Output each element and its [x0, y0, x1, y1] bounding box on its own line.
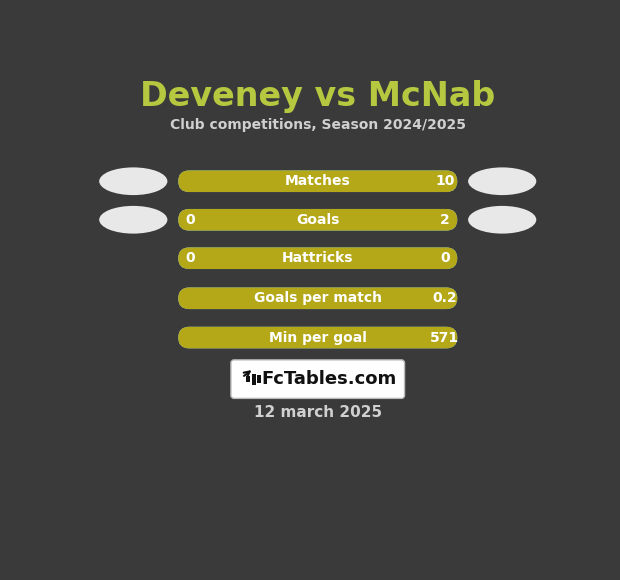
Text: Hattricks: Hattricks	[282, 251, 353, 265]
Text: 0.2: 0.2	[433, 291, 457, 305]
FancyBboxPatch shape	[179, 171, 458, 192]
FancyBboxPatch shape	[179, 248, 458, 269]
FancyBboxPatch shape	[179, 209, 458, 230]
Text: 0: 0	[186, 213, 195, 227]
Text: 12 march 2025: 12 march 2025	[254, 405, 382, 420]
Text: 10: 10	[435, 174, 454, 188]
Bar	[247, 376, 250, 382]
FancyBboxPatch shape	[179, 288, 458, 309]
Bar	[257, 375, 261, 383]
FancyBboxPatch shape	[179, 327, 458, 349]
FancyBboxPatch shape	[231, 360, 404, 398]
Text: Goals: Goals	[296, 213, 339, 227]
FancyBboxPatch shape	[179, 288, 458, 309]
FancyBboxPatch shape	[179, 248, 458, 269]
Ellipse shape	[468, 206, 536, 234]
FancyBboxPatch shape	[179, 171, 458, 192]
FancyBboxPatch shape	[179, 327, 458, 349]
Text: Matches: Matches	[285, 174, 351, 188]
Text: FcTables.com: FcTables.com	[261, 370, 396, 388]
Ellipse shape	[99, 168, 167, 195]
Ellipse shape	[468, 168, 536, 195]
Text: 0: 0	[186, 251, 195, 265]
Bar	[252, 374, 255, 385]
Text: 571: 571	[430, 331, 459, 345]
Text: Deveney vs McNab: Deveney vs McNab	[140, 80, 495, 113]
Ellipse shape	[99, 206, 167, 234]
Text: Club competitions, Season 2024/2025: Club competitions, Season 2024/2025	[170, 118, 466, 132]
Text: Min per goal: Min per goal	[269, 331, 366, 345]
Text: Goals per match: Goals per match	[254, 291, 382, 305]
FancyBboxPatch shape	[179, 209, 458, 230]
Text: 0: 0	[440, 251, 450, 265]
Text: 2: 2	[440, 213, 450, 227]
